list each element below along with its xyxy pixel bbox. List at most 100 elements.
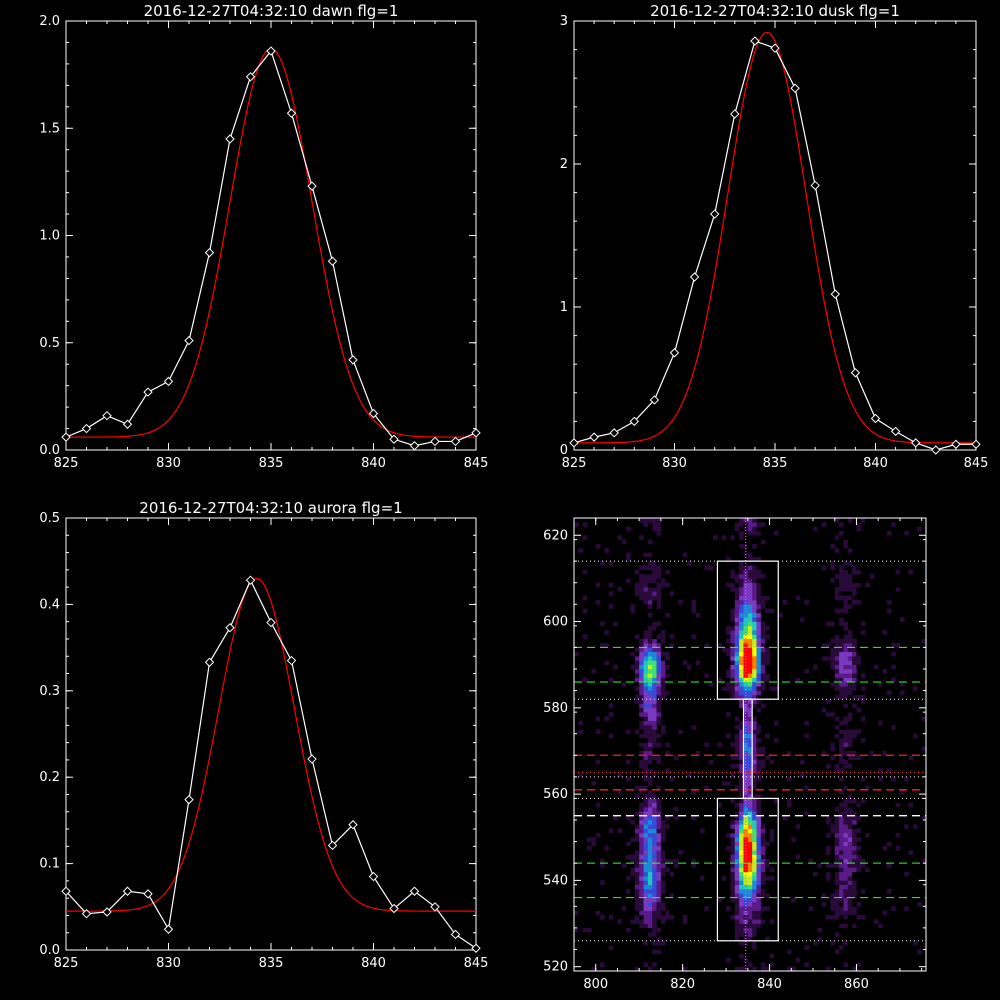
heatmap-cell (730, 850, 736, 855)
heatmap-cell (834, 824, 840, 829)
heatmap-cell (739, 893, 744, 898)
heatmap-cell (678, 802, 683, 808)
heatmap-cell (730, 556, 736, 562)
heatmap-cell (574, 651, 579, 657)
heatmap-cell (912, 776, 918, 782)
heatmap-cell (852, 815, 857, 821)
heatmap-cell (752, 694, 757, 700)
heatmap-cell (652, 660, 657, 665)
heatmap-cell (587, 824, 592, 829)
heatmap-cell (756, 759, 762, 765)
heatmap-cell (730, 863, 736, 868)
heatmap-cell (643, 949, 649, 955)
heatmap-cell (747, 824, 753, 829)
heatmap-cell (804, 518, 809, 523)
heatmap-cell (908, 811, 914, 816)
heatmap-cell (843, 820, 849, 825)
data-point (143, 889, 153, 899)
heatmap-cell (721, 612, 727, 618)
heatmap-cell (747, 893, 753, 898)
y-tick-label: 0.0 (39, 443, 60, 458)
heatmap-cell (847, 535, 853, 540)
heatmap-cell (843, 802, 849, 808)
heatmap-cell (721, 681, 727, 687)
heatmap-cell (652, 707, 657, 713)
y-tick-label: 3 (560, 14, 568, 29)
heatmap-cell (760, 936, 766, 942)
heatmap-cell (743, 785, 749, 791)
heatmap-cell (713, 837, 718, 842)
heatmap-cell (747, 919, 753, 924)
heatmap-cell (860, 815, 866, 821)
heatmap-cell (739, 703, 744, 709)
heatmap-cell (843, 664, 849, 670)
heatmap-cell (587, 832, 592, 838)
heatmap-cell (574, 612, 579, 618)
heatmap-cell (652, 664, 657, 670)
heatmap-cell (717, 561, 723, 566)
heatmap-cell (726, 742, 731, 747)
heatmap-cell (821, 880, 827, 886)
heatmap-cell (839, 863, 844, 868)
heatmap-cell (660, 582, 666, 588)
heatmap-cell (847, 604, 853, 609)
heatmap-cell (630, 669, 636, 674)
heatmap-cell (830, 945, 836, 950)
heatmap-cell (721, 854, 727, 860)
heatmap-cell (726, 647, 731, 653)
heatmap-cell (643, 591, 649, 596)
heatmap-cell (647, 932, 653, 937)
heatmap-cell (891, 802, 896, 808)
heatmap-cell (639, 686, 644, 691)
heatmap-cell (756, 690, 762, 696)
heatmap-cell (765, 738, 770, 743)
heatmap-cell (895, 811, 901, 816)
heatmap-cell (760, 669, 766, 674)
heatmap-cell (743, 720, 749, 726)
heatmap-cell (908, 522, 914, 527)
heatmap-cell (639, 733, 644, 739)
heatmap-cell (752, 901, 757, 907)
heatmap-cell (734, 673, 740, 678)
heatmap-cell (860, 630, 866, 635)
x-tick-label: 860 (844, 977, 869, 992)
heatmap-cell (908, 802, 914, 808)
data-point (409, 441, 420, 451)
heatmap-cell (804, 914, 809, 920)
heatmap-cell (743, 595, 749, 601)
heatmap-cell (587, 889, 592, 894)
heatmap-cell (639, 820, 644, 825)
heatmap-cell (639, 811, 644, 816)
heatmap-cell (686, 561, 692, 566)
heatmap-cell (747, 854, 753, 860)
heatmap-cell (673, 815, 679, 821)
heatmap-cell (856, 901, 862, 907)
heatmap-cell (734, 591, 740, 596)
heatmap-cell (843, 643, 849, 648)
heatmap-cell (899, 889, 905, 894)
heatmap-cell (626, 850, 631, 855)
heatmap-cell (660, 901, 666, 907)
heatmap-cell (799, 742, 805, 747)
heatmap-cell (852, 789, 857, 795)
heatmap-cell (660, 867, 666, 873)
heatmap-cell (817, 530, 823, 536)
heatmap-cell (769, 677, 775, 683)
heatmap-cell (847, 794, 853, 799)
heatmap-cell (773, 604, 779, 609)
heatmap-cell (773, 781, 779, 786)
plot-frame (573, 20, 977, 451)
heatmap-cell (634, 863, 640, 868)
heatmap-cell (734, 923, 740, 929)
heatmap-cell (726, 785, 731, 791)
heatmap-cell (895, 884, 901, 890)
heatmap-cell (921, 712, 927, 717)
heatmap-cell (639, 914, 644, 920)
heatmap-cell (921, 949, 927, 955)
heatmap-cell (847, 824, 853, 829)
heatmap-cell (843, 608, 849, 614)
heatmap-cell (865, 906, 870, 911)
heatmap-cell (656, 884, 662, 890)
heatmap-cell (826, 660, 831, 665)
